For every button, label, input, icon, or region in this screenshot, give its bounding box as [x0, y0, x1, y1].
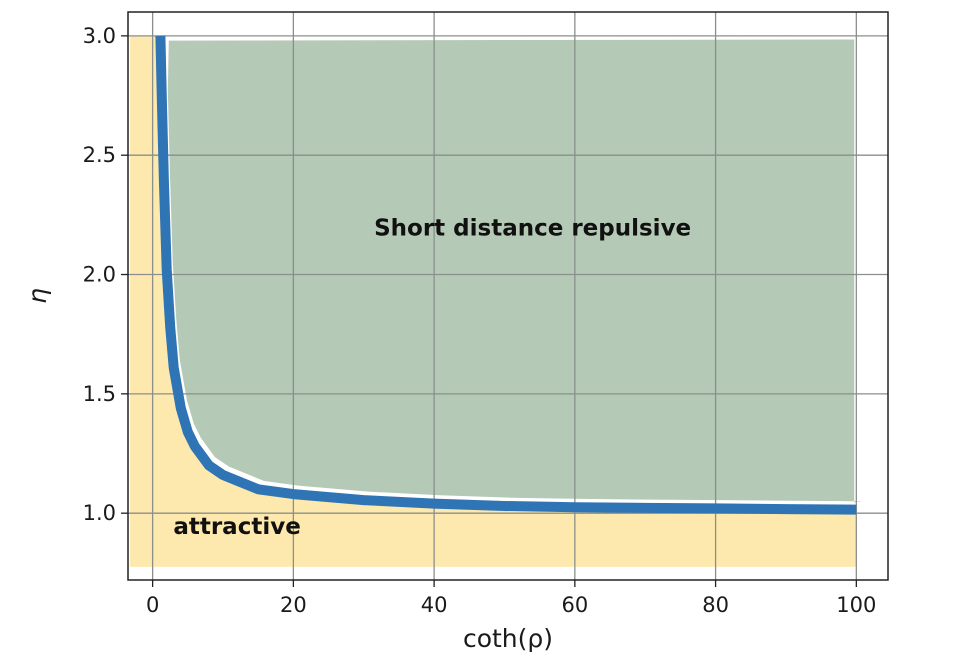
y-tick-label: 1.5	[83, 382, 116, 406]
x-tick-label: 20	[280, 593, 307, 617]
x-tick-label: 0	[146, 593, 159, 617]
annotation-layer: Short distance repulsive attractive	[173, 216, 691, 540]
repulsive-region	[167, 39, 863, 503]
x-tick-label: 40	[421, 593, 448, 617]
series-layer	[155, 35, 857, 515]
y-tick-label: 1.0	[83, 501, 116, 525]
eta-curve	[155, 35, 857, 515]
repulsive-region-label: Short distance repulsive	[374, 216, 691, 242]
y-tick-label: 2.5	[83, 143, 116, 167]
plot-frame	[127, 11, 889, 581]
x-tick-label: 80	[702, 593, 729, 617]
tick-layer: 0 20 40 60 80 100 1.0 1.5 2.0 2.5 3.0	[83, 24, 877, 617]
y-axis-label: η	[23, 288, 52, 304]
y-tick-label: 3.0	[83, 24, 116, 48]
x-tick-label: 60	[561, 593, 588, 617]
attractive-region-label: attractive	[173, 514, 300, 540]
y-tick-label: 2.0	[83, 263, 116, 287]
x-tick-label: 100	[836, 593, 876, 617]
grid-layer	[128, 12, 888, 580]
x-axis-label: coth(ρ)	[463, 624, 553, 653]
